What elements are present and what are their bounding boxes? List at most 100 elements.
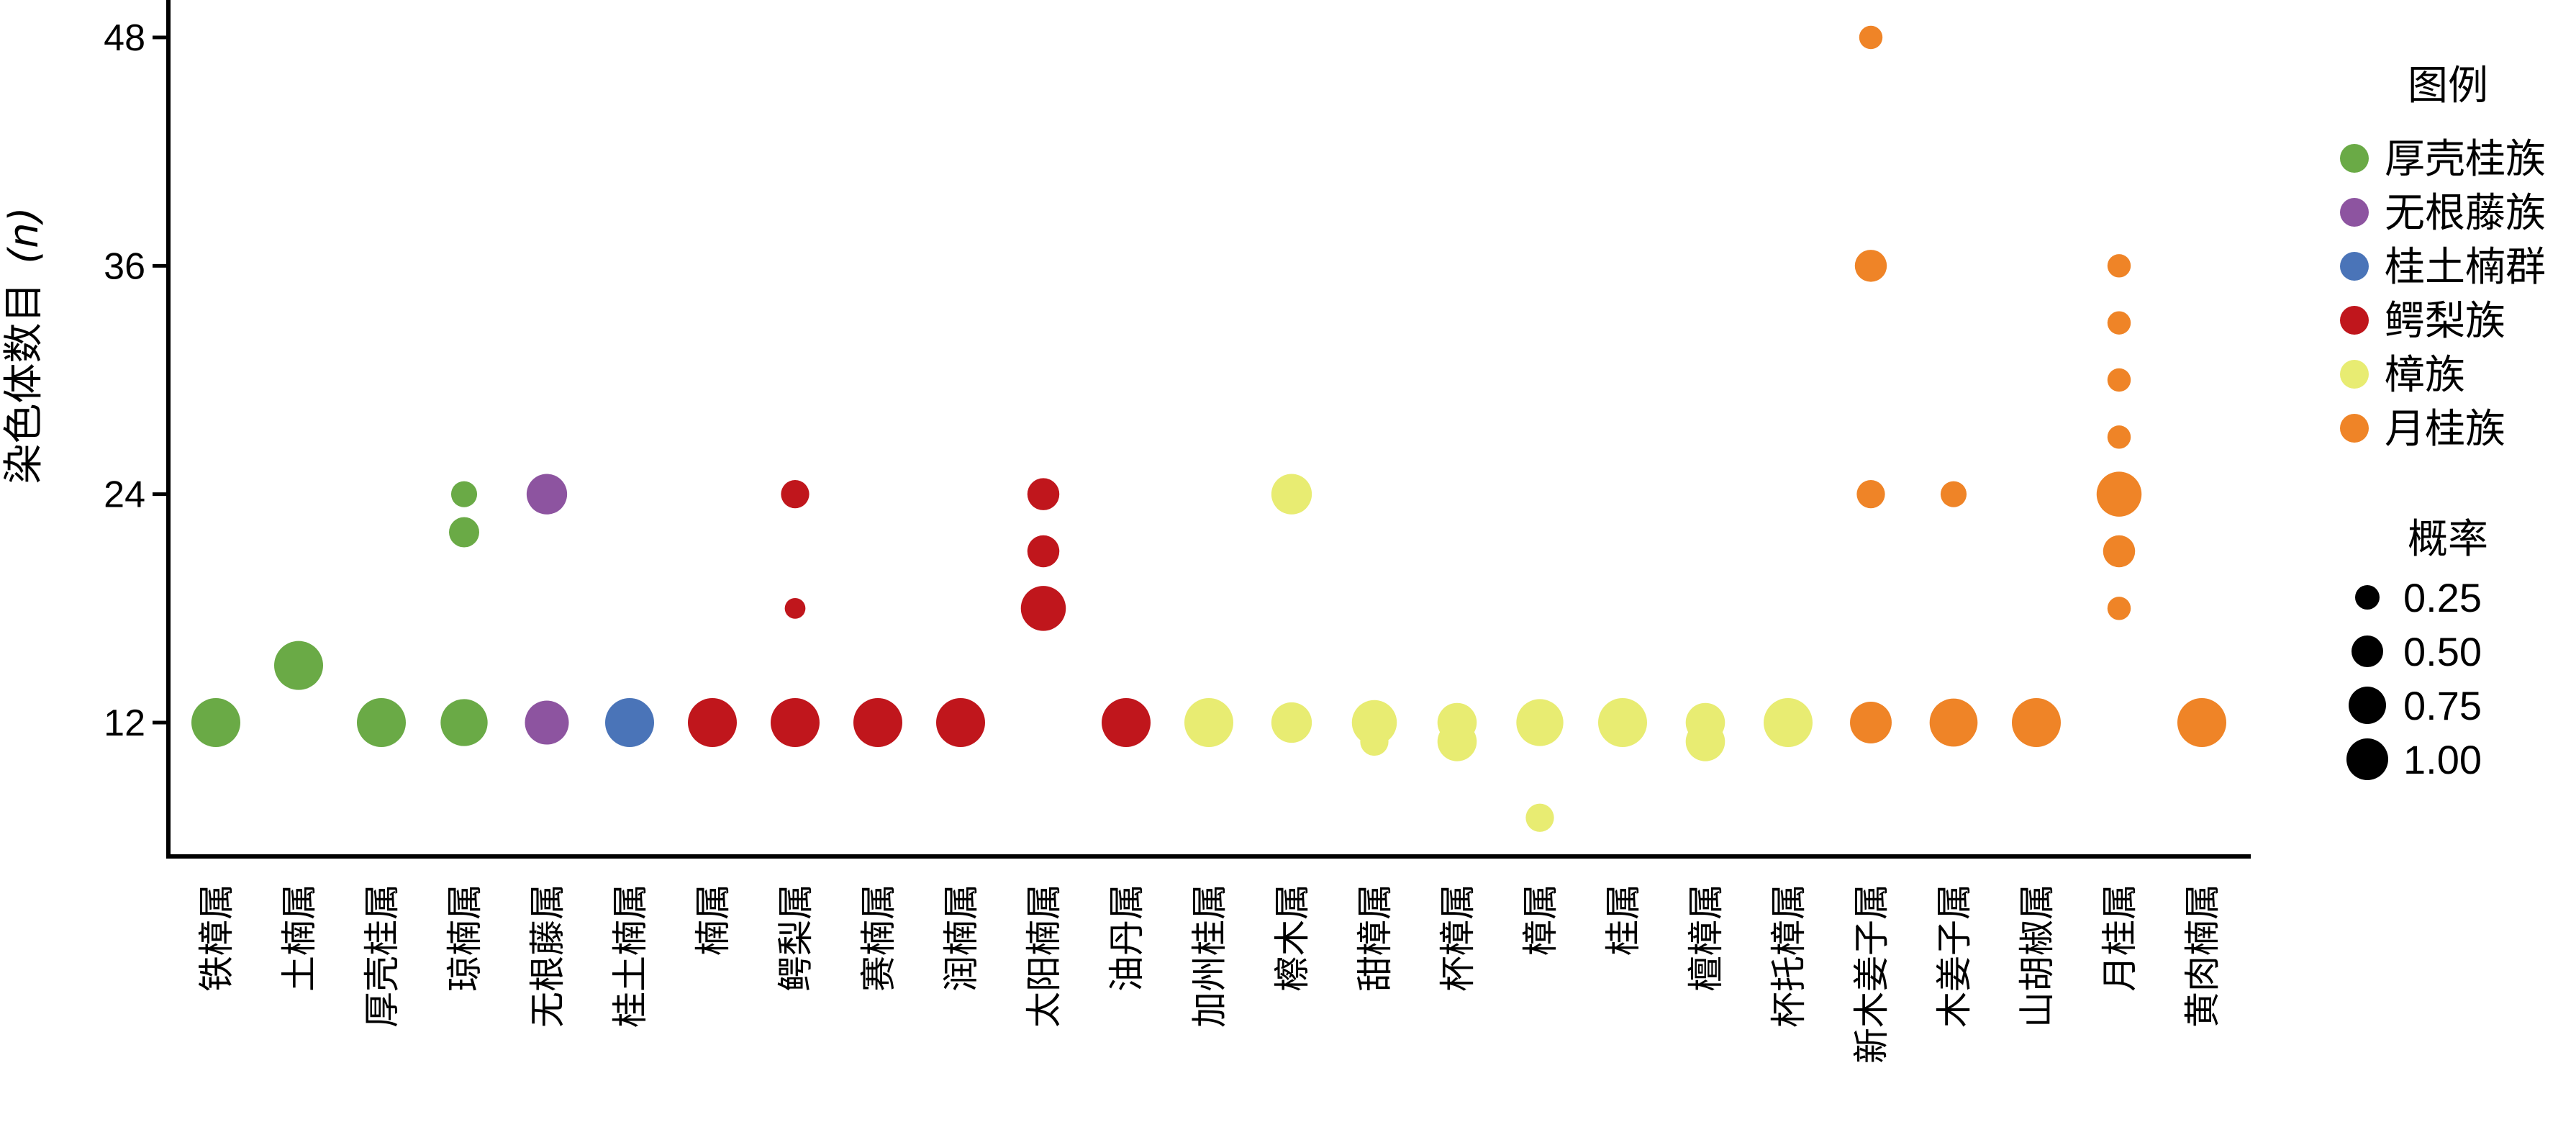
data-point: [2107, 311, 2131, 335]
size-legend-dot: [2349, 687, 2386, 724]
data-point: [1859, 25, 1883, 50]
x-category-label: 铁樟属: [196, 884, 237, 992]
data-point: [1020, 586, 1066, 631]
legend-swatch: [2340, 414, 2369, 443]
legend-title: 图例: [2408, 63, 2488, 109]
x-category-label: 加州桂属: [1189, 884, 1230, 1028]
data-point: [274, 641, 323, 690]
x-category-label: 赛楠属: [858, 884, 899, 992]
legend-swatch: [2340, 360, 2369, 389]
data-point: [1854, 250, 1887, 282]
svg-text:染色体数目 (n): 染色体数目 (n): [1, 207, 47, 484]
size-legend-dot: [2355, 585, 2380, 610]
x-category-label: 杯樟属: [1437, 884, 1479, 992]
x-category-label: 月桂属: [2099, 884, 2141, 992]
size-legend-items: 0.25 0.50 0.75 1.00: [2346, 575, 2482, 782]
legend-swatch: [2340, 198, 2369, 227]
data-point: [1027, 535, 1060, 568]
y-axis-title-unit: (n): [1, 207, 47, 264]
y-tick-label: 24: [104, 474, 145, 516]
data-point: [688, 698, 737, 747]
data-point: [1764, 698, 1813, 747]
x-category-label: 楠属: [692, 884, 734, 956]
size-legend: 概率 0.25 0.50 0.75 1.00: [2346, 516, 2488, 782]
data-point: [936, 698, 985, 747]
data-point: [771, 698, 820, 747]
x-category-label: 杯托樟属: [1768, 884, 1810, 1028]
legend-label: 厚壳桂族: [2385, 136, 2546, 183]
data-point: [440, 699, 488, 746]
x-category-label: 琼楠属: [444, 884, 486, 992]
x-category-label: 桂土楠属: [609, 884, 651, 1028]
data-point: [2107, 368, 2131, 392]
data-point: [853, 698, 902, 747]
data-point: [1437, 702, 1477, 743]
legend-swatch: [2340, 144, 2369, 173]
size-legend-label: 0.75: [2403, 683, 2482, 728]
legend-swatch: [2340, 306, 2369, 335]
data-point: [1850, 702, 1892, 743]
data-point: [1940, 481, 1967, 507]
x-category-label: 檀樟属: [1685, 884, 1727, 992]
x-category-label: 桂属: [1602, 884, 1644, 956]
x-category-label: 木姜子属: [1933, 884, 1975, 1028]
legend-label: 樟族: [2385, 352, 2465, 399]
x-category-label: 黄肉楠属: [2182, 884, 2223, 1028]
x-category-label: 甜樟属: [1354, 884, 1396, 992]
data-point: [1027, 478, 1060, 510]
legend-label: 桂土楠群: [2385, 244, 2546, 291]
data-point: [2096, 471, 2142, 517]
legend-label: 鳄梨族: [2385, 298, 2505, 345]
size-legend-title: 概率: [2408, 516, 2488, 563]
size-legend-dot: [2346, 738, 2388, 780]
data-point: [1598, 698, 1647, 747]
data-point: [1102, 698, 1151, 747]
legend-label: 月桂族: [2385, 406, 2505, 453]
y-tick-label: 36: [104, 245, 145, 287]
y-axis-ticks: 12 24 36 48: [104, 17, 168, 744]
data-point: [449, 517, 479, 548]
size-legend-label: 0.25: [2403, 575, 2482, 620]
data-point: [781, 480, 809, 509]
x-category-label: 樟属: [1520, 884, 1561, 956]
legend-label: 无根藤族: [2385, 190, 2546, 237]
x-category-label: 檫木属: [1271, 884, 1313, 992]
data-point: [2107, 425, 2131, 449]
y-tick-label: 48: [104, 17, 145, 59]
x-category-label: 油丹属: [1106, 884, 1148, 992]
data-point: [1856, 480, 1885, 509]
x-category-label: 新木姜子属: [1851, 884, 1892, 1064]
x-category-label: 无根藤属: [527, 884, 568, 1028]
y-axis-title: 染色体数目 (n): [1, 207, 47, 484]
data-point: [1351, 700, 1397, 746]
data-point: [2177, 698, 2226, 747]
x-category-label: 山胡椒属: [2016, 884, 2058, 1028]
data-point: [1929, 698, 1978, 747]
data-point: [1685, 702, 1725, 743]
data-point: [525, 700, 569, 745]
size-legend-dot: [2351, 635, 2383, 667]
size-legend-label: 0.50: [2403, 629, 2482, 674]
y-tick-label: 12: [104, 702, 145, 744]
data-point: [526, 474, 568, 515]
data-point: [2107, 597, 2131, 620]
x-category-label: 厚壳桂属: [361, 884, 403, 1028]
x-axis-labels: 铁樟属 土楠属 厚壳桂属 琼楠属 无根藤属 桂土楠属 楠属 鳄梨属 赛楠属 润楠属 太阳楠属 油丹属加…: [196, 884, 2223, 1064]
data-point: [2107, 254, 2131, 278]
legend-swatch: [2340, 252, 2369, 281]
data-points: [191, 25, 2226, 832]
data-point: [1516, 699, 1564, 746]
x-category-label: 鳄梨属: [775, 884, 817, 992]
x-category-label: 太阳楠属: [1023, 884, 1065, 1028]
data-point: [605, 698, 654, 747]
data-point: [357, 698, 406, 747]
data-point: [2103, 535, 2136, 568]
data-point: [1525, 803, 1554, 832]
data-point: [1271, 474, 1312, 515]
data-point: [450, 481, 478, 507]
data-point: [1271, 702, 1312, 743]
size-legend-label: 1.00: [2403, 737, 2482, 782]
